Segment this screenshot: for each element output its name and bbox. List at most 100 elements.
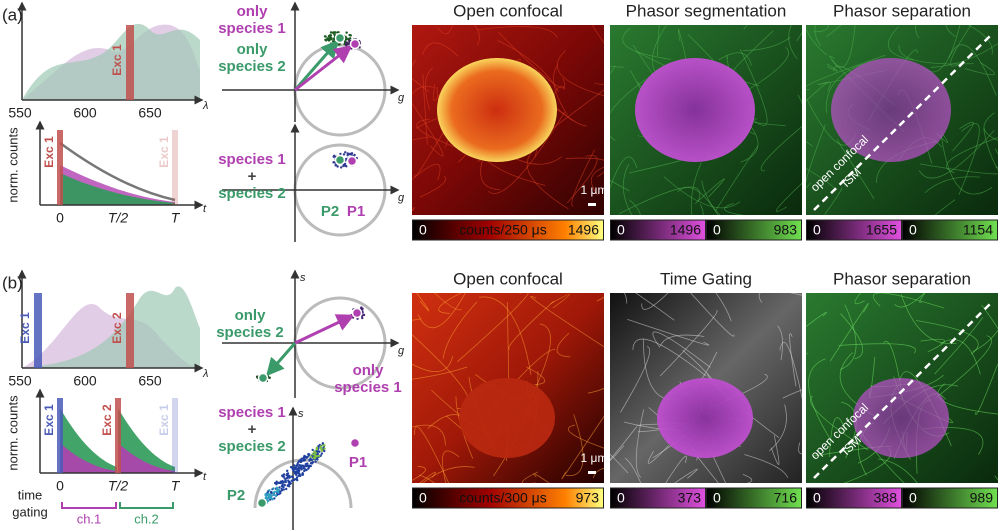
fiber bbox=[789, 333, 797, 387]
fiber bbox=[718, 52, 752, 66]
phasor-point bbox=[332, 155, 335, 158]
fiber bbox=[422, 42, 459, 57]
phasor-point bbox=[310, 458, 313, 462]
phasor-point bbox=[282, 481, 285, 484]
excitation-bar bbox=[172, 398, 178, 473]
image-title: Phasor separation bbox=[833, 1, 971, 20]
phasor-point bbox=[280, 487, 283, 491]
phasor-point bbox=[350, 153, 353, 156]
fiber bbox=[627, 318, 710, 346]
fiber bbox=[412, 366, 468, 380]
fiber bbox=[610, 156, 638, 190]
fiber bbox=[924, 176, 981, 194]
colorbar-max: 1496 bbox=[670, 222, 701, 238]
fiber bbox=[930, 42, 998, 68]
fiber bbox=[915, 25, 920, 39]
fiber bbox=[826, 25, 842, 38]
phasor-label: species 2 bbox=[218, 58, 286, 75]
phasor-point bbox=[309, 455, 313, 458]
fiber bbox=[854, 293, 865, 305]
phasor-label: species 1 bbox=[218, 404, 286, 421]
phasor-point bbox=[319, 445, 322, 448]
phasor-point bbox=[302, 465, 305, 468]
fiber bbox=[983, 112, 998, 141]
fiber bbox=[937, 383, 998, 415]
phasor-point bbox=[336, 165, 339, 168]
fiber bbox=[674, 468, 698, 483]
fiber bbox=[632, 338, 707, 377]
phasor-label: species 1 bbox=[218, 151, 286, 168]
excitation-label: Exc 1 bbox=[110, 44, 124, 76]
spectrum-tick: 600 bbox=[73, 373, 97, 389]
decay-tick: T bbox=[171, 210, 181, 226]
fiber bbox=[610, 179, 630, 192]
phasor-point bbox=[283, 483, 286, 487]
fiber bbox=[610, 453, 629, 474]
scale-label: 1 μm bbox=[581, 183, 608, 197]
excitation-bar bbox=[126, 25, 134, 100]
channel-label: ch.1 bbox=[77, 511, 102, 526]
fiber bbox=[506, 302, 510, 383]
decay-tick: T/2 bbox=[108, 210, 128, 226]
colorbar-label: counts/300 μs bbox=[459, 490, 546, 506]
scale-label: 1 μm bbox=[581, 451, 608, 465]
fiber bbox=[699, 203, 704, 215]
phasor-point bbox=[308, 458, 311, 462]
fiber bbox=[456, 293, 529, 363]
colorbar-max: 1655 bbox=[866, 222, 897, 238]
fiber bbox=[994, 148, 998, 155]
phasor-point bbox=[303, 469, 306, 473]
phasor-point bbox=[298, 473, 301, 477]
fiber bbox=[412, 466, 426, 481]
colorbar-max: 1154 bbox=[963, 222, 993, 238]
excitation-bar bbox=[57, 398, 63, 473]
phasor-point bbox=[345, 31, 348, 34]
fiber bbox=[806, 81, 831, 102]
fiber bbox=[592, 468, 604, 479]
phasor-point bbox=[362, 313, 366, 317]
phasor-centroid bbox=[256, 497, 268, 509]
fiber bbox=[777, 325, 783, 361]
excitation-bar bbox=[34, 293, 42, 368]
fiber bbox=[657, 25, 660, 56]
fiber bbox=[652, 331, 711, 368]
fiber bbox=[419, 175, 446, 198]
phasor-point bbox=[269, 496, 273, 500]
fiber bbox=[565, 414, 584, 476]
fiber bbox=[622, 163, 633, 215]
colorbar-label: counts/250 μs bbox=[459, 222, 546, 238]
fiber bbox=[940, 134, 993, 195]
fiber bbox=[715, 293, 732, 322]
fiber bbox=[412, 206, 415, 212]
fiber bbox=[829, 302, 869, 362]
phasor-point bbox=[353, 153, 356, 157]
colorbar bbox=[610, 487, 706, 509]
excitation-label: Exc 1 bbox=[42, 136, 56, 168]
fiber bbox=[596, 296, 604, 302]
phasor-point bbox=[284, 487, 288, 491]
spectrum-tick: 650 bbox=[138, 105, 162, 121]
fiber bbox=[571, 149, 595, 207]
nucleus bbox=[853, 378, 949, 458]
colorbar-max: 1496 bbox=[568, 222, 599, 238]
fiber bbox=[972, 329, 998, 352]
decay-ylabel: norm. counts bbox=[5, 395, 20, 471]
excitation-label: Exc 2 bbox=[100, 404, 114, 436]
phasor-point bbox=[333, 33, 336, 36]
fiber bbox=[838, 343, 916, 354]
panel-label: (a) bbox=[2, 5, 23, 24]
phasor-point bbox=[323, 449, 326, 453]
phasor-label: + bbox=[248, 168, 257, 185]
fiber bbox=[628, 160, 681, 174]
fiber bbox=[779, 342, 802, 400]
fiber bbox=[533, 473, 550, 483]
phasor-point bbox=[339, 152, 342, 156]
excitation-label: Exc 2 bbox=[110, 312, 124, 344]
fiber bbox=[610, 79, 647, 142]
fiber bbox=[701, 180, 721, 215]
phasor-point bbox=[273, 481, 277, 485]
gating-label: gating bbox=[12, 504, 47, 519]
phasor-point bbox=[311, 448, 314, 452]
phasor-point bbox=[292, 469, 295, 473]
panel-label: (b) bbox=[2, 273, 23, 292]
